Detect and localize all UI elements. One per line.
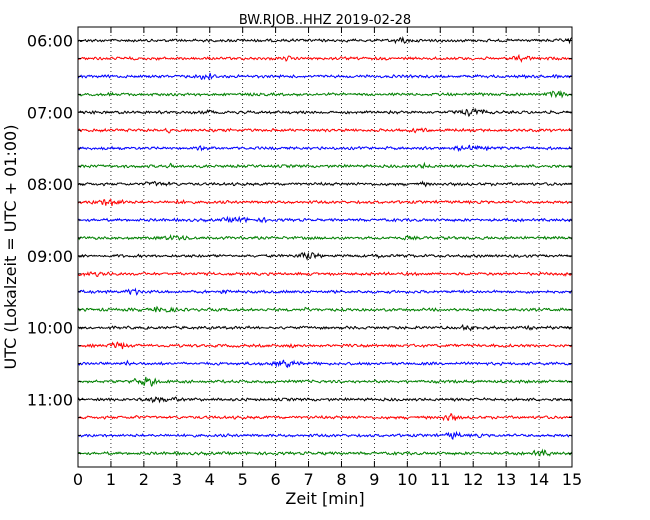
x-tick-label: 9 bbox=[369, 470, 379, 489]
x-tick-label: 14 bbox=[529, 470, 549, 489]
seismic-trace bbox=[77, 72, 573, 81]
x-tick-label: 0 bbox=[73, 470, 83, 489]
seismic-trace bbox=[77, 376, 573, 387]
x-tick-label: 15 bbox=[562, 470, 582, 489]
y-tick-label: 07:00 bbox=[27, 103, 73, 122]
y-tick-label: 06:00 bbox=[27, 32, 73, 51]
y-tick-label: 11:00 bbox=[27, 391, 73, 410]
seismic-trace bbox=[77, 341, 573, 350]
seismic-trace bbox=[77, 251, 573, 262]
seismic-traces bbox=[77, 35, 573, 457]
x-tick-label: 7 bbox=[303, 470, 313, 489]
y-tick-label: 08:00 bbox=[27, 175, 73, 194]
grid-lines bbox=[110, 27, 540, 467]
seismic-trace bbox=[77, 144, 573, 153]
seismic-trace bbox=[77, 430, 573, 440]
seismic-trace bbox=[77, 233, 573, 241]
x-tick-label: 1 bbox=[106, 470, 116, 489]
y-axis-label: UTC (Lokalzeit = UTC + 01:00) bbox=[1, 125, 20, 370]
x-axis-label: Zeit [min] bbox=[285, 489, 364, 508]
seismic-trace bbox=[77, 53, 573, 63]
y-tick-label: 09:00 bbox=[27, 247, 73, 266]
seismic-trace bbox=[77, 323, 573, 332]
seismic-trace bbox=[77, 287, 573, 296]
x-tick-label: 10 bbox=[397, 470, 417, 489]
seismic-trace bbox=[77, 161, 573, 170]
seismic-trace bbox=[77, 359, 573, 369]
seismic-trace bbox=[77, 90, 573, 99]
x-axis-ticks: 0 1 2 3 4 5 6 7 8 9 10 11 12 13 14 15 bbox=[73, 27, 582, 489]
x-tick-label: 4 bbox=[205, 470, 215, 489]
seismic-trace bbox=[77, 107, 573, 118]
seismic-trace bbox=[77, 412, 573, 422]
seismic-trace bbox=[77, 35, 573, 45]
seismic-trace bbox=[77, 305, 573, 313]
x-tick-label: 8 bbox=[336, 470, 346, 489]
seismic-trace bbox=[77, 396, 573, 404]
x-tick-label: 2 bbox=[139, 470, 149, 489]
chart-title: BW.RJOB..HHZ 2019-02-28 bbox=[239, 13, 411, 28]
plot-area-frame bbox=[77, 26, 573, 468]
y-axis-ticks: 06:00 07:00 08:00 09:00 10:00 11:00 bbox=[27, 32, 572, 454]
x-tick-label: 5 bbox=[238, 470, 248, 489]
x-tick-label: 11 bbox=[430, 470, 450, 489]
x-tick-label: 3 bbox=[172, 470, 182, 489]
y-tick-label: 10:00 bbox=[27, 319, 73, 338]
seismic-trace bbox=[77, 127, 573, 134]
x-tick-label: 13 bbox=[496, 470, 516, 489]
seismic-trace bbox=[77, 448, 573, 457]
seismic-trace bbox=[77, 215, 573, 224]
x-tick-label: 12 bbox=[463, 470, 483, 489]
x-tick-label: 6 bbox=[271, 470, 281, 489]
seismic-trace bbox=[77, 180, 573, 188]
seismic-trace bbox=[77, 197, 573, 207]
seismic-trace bbox=[77, 271, 573, 278]
